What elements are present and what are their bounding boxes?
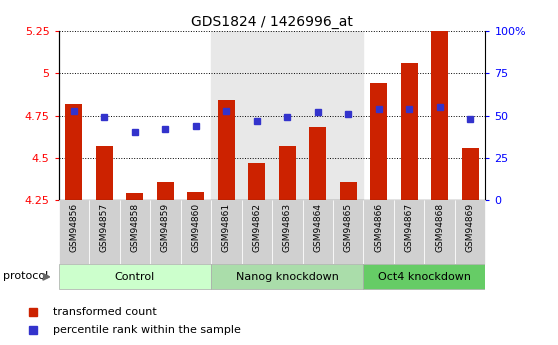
Bar — [248, 163, 265, 200]
Text: GSM94860: GSM94860 — [191, 203, 200, 253]
Bar — [340, 181, 357, 200]
FancyBboxPatch shape — [333, 200, 363, 264]
Bar — [401, 63, 417, 200]
Text: percentile rank within the sample: percentile rank within the sample — [53, 325, 241, 335]
FancyBboxPatch shape — [59, 264, 211, 289]
FancyBboxPatch shape — [89, 200, 119, 264]
Bar — [462, 148, 479, 200]
Bar — [96, 146, 113, 200]
Text: Nanog knockdown: Nanog knockdown — [236, 272, 339, 282]
Bar — [309, 127, 326, 200]
FancyBboxPatch shape — [181, 200, 211, 264]
FancyBboxPatch shape — [150, 200, 181, 264]
Bar — [218, 100, 235, 200]
Text: GSM94869: GSM94869 — [466, 203, 475, 253]
Bar — [187, 192, 204, 200]
FancyBboxPatch shape — [455, 200, 485, 264]
Bar — [127, 193, 143, 200]
Title: GDS1824 / 1426996_at: GDS1824 / 1426996_at — [191, 14, 353, 29]
FancyBboxPatch shape — [302, 200, 333, 264]
Text: GSM94865: GSM94865 — [344, 203, 353, 253]
FancyBboxPatch shape — [425, 200, 455, 264]
Text: GSM94867: GSM94867 — [405, 203, 413, 253]
Text: GSM94864: GSM94864 — [313, 203, 323, 252]
FancyBboxPatch shape — [211, 200, 242, 264]
Text: transformed count: transformed count — [53, 307, 157, 317]
Bar — [279, 146, 296, 200]
Text: GSM94859: GSM94859 — [161, 203, 170, 253]
FancyBboxPatch shape — [363, 200, 394, 264]
Bar — [157, 181, 174, 200]
Bar — [65, 104, 82, 200]
Bar — [211, 31, 363, 200]
Text: GSM94857: GSM94857 — [100, 203, 109, 253]
Text: GSM94863: GSM94863 — [283, 203, 292, 253]
FancyBboxPatch shape — [59, 200, 89, 264]
Text: Control: Control — [115, 272, 155, 282]
Bar — [371, 83, 387, 200]
FancyBboxPatch shape — [363, 264, 485, 289]
FancyBboxPatch shape — [119, 200, 150, 264]
Text: GSM94866: GSM94866 — [374, 203, 383, 253]
FancyBboxPatch shape — [394, 200, 425, 264]
Text: GSM94868: GSM94868 — [435, 203, 444, 253]
FancyBboxPatch shape — [272, 200, 302, 264]
FancyBboxPatch shape — [211, 264, 363, 289]
Text: Oct4 knockdown: Oct4 knockdown — [378, 272, 471, 282]
Text: GSM94862: GSM94862 — [252, 203, 261, 252]
Text: protocol: protocol — [3, 270, 48, 280]
Text: GSM94861: GSM94861 — [222, 203, 231, 253]
Bar — [431, 19, 448, 200]
FancyBboxPatch shape — [242, 200, 272, 264]
Text: GSM94856: GSM94856 — [69, 203, 78, 253]
Text: GSM94858: GSM94858 — [131, 203, 140, 253]
